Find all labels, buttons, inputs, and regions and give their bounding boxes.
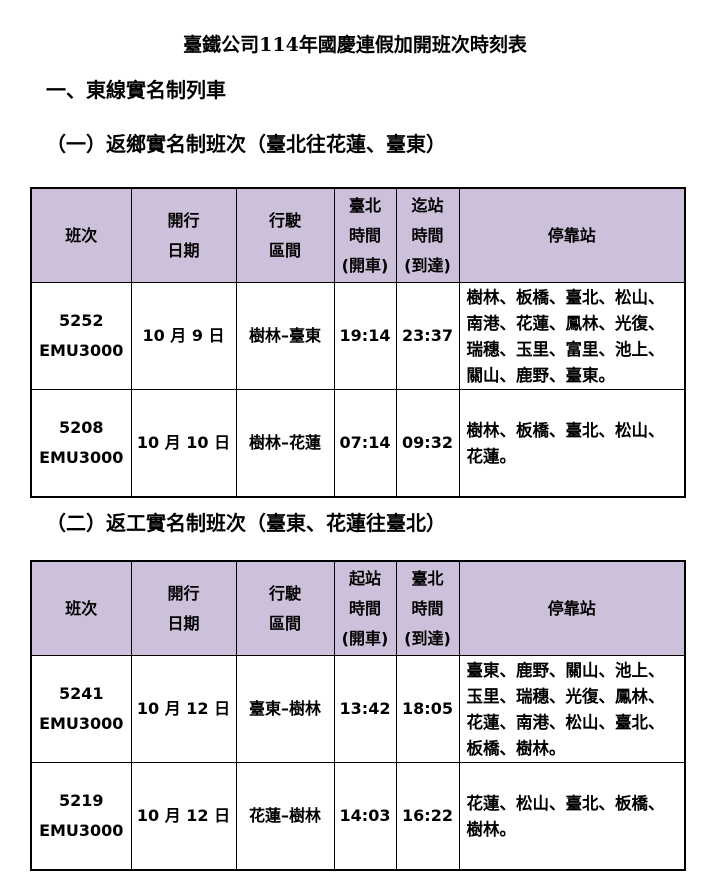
column-header: 迄站時間 (到達)	[395, 187, 460, 283]
header-row: 班次 開行 日期 行駛 區間 臺北 時間 (開車) 迄站 時間 (到達) 停靠站	[30, 187, 686, 283]
departure-cell: 07:14	[333, 389, 397, 498]
train-cell: 5252 EMU3000	[30, 282, 132, 390]
train-number: 5219	[58, 791, 104, 810]
header-line: 停靠站	[547, 225, 596, 245]
train-type: EMU3000	[39, 341, 124, 360]
header-line: (開車)	[341, 255, 389, 275]
header-line: 臺北	[411, 568, 444, 588]
train-cell: 5219 EMU3000	[30, 762, 132, 871]
train-type: EMU3000	[39, 714, 124, 733]
header-line: 開行	[167, 210, 200, 230]
header-line: 時間	[411, 598, 444, 618]
timetable: 班次 開行 日期 行駛 區間 臺北 時間 (開車) 迄站 時間 (到達) 停靠站 5252 EMU300…	[30, 187, 686, 498]
header-line: 開行	[167, 583, 200, 603]
header-line: 臺北	[348, 195, 381, 215]
train-number: 5241	[58, 684, 104, 703]
stops-cell: 花蓮、松山、臺北、板橋、樹林。	[458, 762, 686, 871]
departure-cell: 19:14	[333, 282, 397, 390]
column-header: 臺北時間 (到達)	[395, 560, 460, 656]
column-header: 行駛 區間	[235, 187, 335, 283]
route-cell: 臺東–樹林	[235, 655, 335, 763]
timetable: 班次 開行 日期 行駛 區間 起站 時間 (開車) 臺北 時間 (到達) 停靠站 5241 EMU300…	[30, 560, 686, 871]
route-cell: 樹林–臺東	[235, 282, 335, 390]
column-header: 開行 日期	[130, 187, 237, 283]
train-number: 5252	[58, 311, 104, 330]
header-line: 起站	[348, 568, 381, 588]
column-header: 行駛 區間	[235, 560, 335, 656]
arrival-cell: 18:05	[395, 655, 460, 763]
stops-cell: 臺東、鹿野、關山、池上、玉里、瑞穗、光復、鳳林、花蓮、南港、松山、臺北、板橋、樹…	[458, 655, 686, 763]
route-cell: 樹林–花蓮	[235, 389, 335, 498]
header-line: 班次	[65, 598, 98, 618]
header-line: 迄站	[411, 195, 444, 215]
table-row: 5252 EMU3000 10 月 9 日 樹林–臺東 19:14 23:37 樹…	[30, 282, 686, 390]
header-line: 時間	[348, 598, 381, 618]
column-header: 班次	[30, 560, 132, 656]
header-line: (開車)	[341, 628, 389, 648]
column-header: 停靠站	[458, 187, 686, 283]
header-row: 班次 開行 日期 行駛 區間 起站 時間 (開車) 臺北 時間 (到達) 停靠站	[30, 560, 686, 656]
column-header: 停靠站	[458, 560, 686, 656]
table-row: 5208 EMU3000 10 月 10 日 樹林–花蓮 07:14 09:32 …	[30, 389, 686, 498]
column-header: 開行 日期	[130, 560, 237, 656]
stops-cell: 樹林、板橋、臺北、松山、南港、花蓮、鳳林、光復、瑞穗、玉里、富里、池上、關山、鹿…	[458, 282, 686, 390]
arrival-cell: 16:22	[395, 762, 460, 871]
table-row: 5241 EMU3000 10 月 12 日 臺東–樹林 13:42 18:05 …	[30, 655, 686, 763]
subsection-heading: （一）返鄉實名制班次（臺北往花蓮、臺東）	[46, 132, 446, 156]
train-type: EMU3000	[39, 448, 124, 467]
header-line: (到達)	[404, 255, 451, 275]
arrival-cell: 23:37	[395, 282, 460, 390]
date-cell: 10 月 9 日	[130, 282, 237, 390]
header-line: 區間	[268, 240, 301, 260]
train-cell: 5208 EMU3000	[30, 389, 132, 498]
header-line: 班次	[65, 225, 98, 245]
route-cell: 花蓮–樹林	[235, 762, 335, 871]
arrival-cell: 09:32	[395, 389, 460, 498]
table-row: 5219 EMU3000 10 月 12 日 花蓮–樹林 14:03 16:22 …	[30, 762, 686, 871]
date-cell: 10 月 12 日	[130, 762, 237, 871]
header-line: 時間	[348, 225, 381, 245]
date-cell: 10 月 12 日	[130, 655, 237, 763]
header-line: 區間	[268, 613, 301, 633]
column-header: 起站時間 (開車)	[333, 560, 397, 656]
header-line: 日期	[167, 240, 200, 260]
stops-cell: 樹林、板橋、臺北、松山、花蓮。	[458, 389, 686, 498]
column-header: 班次	[30, 187, 132, 283]
column-header: 臺北時間 (開車)	[333, 187, 397, 283]
departure-cell: 13:42	[333, 655, 397, 763]
header-line: 停靠站	[547, 598, 596, 618]
header-line: 行駛	[268, 583, 301, 603]
train-cell: 5241 EMU3000	[30, 655, 132, 763]
subsection-heading: （二）返工實名制班次（臺東、花蓮往臺北）	[46, 511, 446, 535]
header-line: (到達)	[404, 628, 451, 648]
train-type: EMU3000	[39, 821, 124, 840]
train-number: 5208	[58, 418, 104, 437]
header-line: 行駛	[268, 210, 301, 230]
departure-cell: 14:03	[333, 762, 397, 871]
header-line: 日期	[167, 613, 200, 633]
page-title: 臺鐵公司114年國慶連假加開班次時刻表	[183, 34, 527, 56]
date-cell: 10 月 10 日	[130, 389, 237, 498]
section-heading: 一、東線實名制列車	[46, 78, 226, 102]
header-line: 時間	[411, 225, 444, 245]
